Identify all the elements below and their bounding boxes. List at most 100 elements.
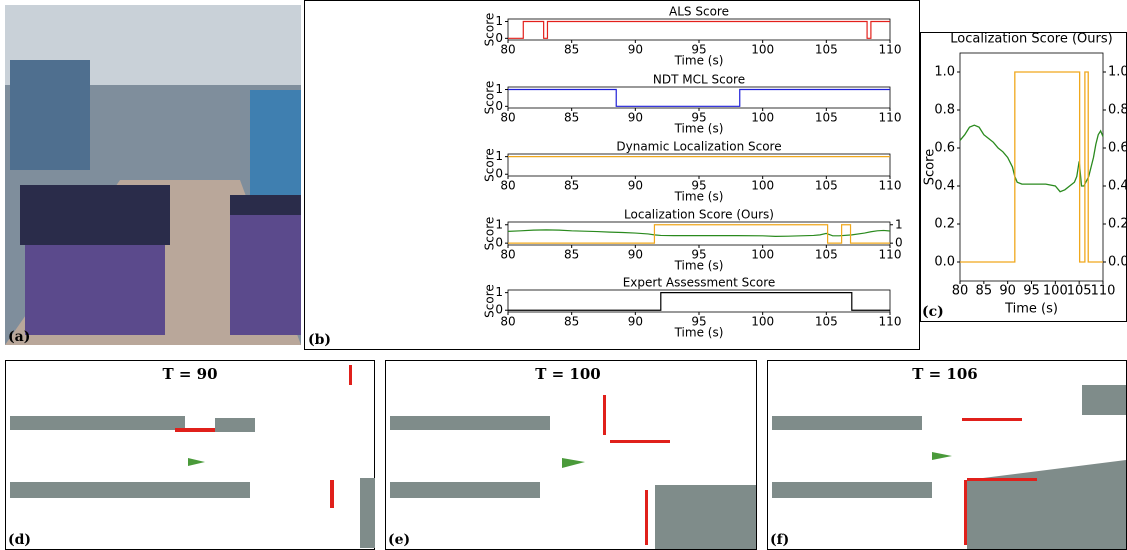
y2-tick-label: 0.6 <box>1108 141 1127 156</box>
x-axis-label: Time (s) <box>674 259 724 273</box>
scan <box>964 480 967 545</box>
y-tick-label: 0.8 <box>934 103 955 118</box>
x-tick-label: 85 <box>564 248 579 262</box>
cart <box>25 245 165 335</box>
chart-title: Localization Score (Ours) <box>624 208 774 222</box>
x-tick-label: 85 <box>564 111 579 125</box>
chart-title: Dynamic Localization Score <box>616 140 781 154</box>
x-tick-label: 105 <box>815 111 838 125</box>
y-tick-label: 0.0 <box>934 255 955 270</box>
y-tick-label: 1.0 <box>934 65 955 80</box>
chart-title: Localization Score (Ours) <box>950 32 1112 47</box>
y-axis-label: Score <box>483 81 497 115</box>
x-tick-label: 100 <box>751 43 774 57</box>
cart <box>20 185 170 245</box>
x-tick-label: 110 <box>879 179 902 193</box>
x-tick-label: 85 <box>564 43 579 57</box>
y2-tick-label: 0.0 <box>1108 255 1127 270</box>
wall <box>215 418 255 432</box>
scan <box>962 418 1022 421</box>
wall <box>772 482 932 498</box>
cart <box>230 210 301 335</box>
x-axis-label: Time (s) <box>674 54 724 68</box>
y-tick-label: 0 <box>495 31 503 45</box>
x-tick-label: 100 <box>751 111 774 125</box>
wall <box>390 416 550 430</box>
x-tick-label: 90 <box>628 43 643 57</box>
x-axis-label: Time (s) <box>674 326 724 340</box>
x-tick-label: 85 <box>976 284 993 299</box>
y-axis-label: Score <box>483 13 497 47</box>
cart <box>230 195 301 215</box>
wall <box>655 485 756 549</box>
y-tick-label: 1 <box>495 82 503 96</box>
y-axis-label: Score <box>923 149 938 185</box>
map-title: T = 106 <box>912 365 978 383</box>
shelf <box>10 60 90 170</box>
x-tick-label: 95 <box>1023 284 1040 299</box>
x-tick-label: 105 <box>815 248 838 262</box>
wall <box>360 478 375 548</box>
plot-frame <box>960 53 1103 281</box>
x-tick-label: 100 <box>751 248 774 262</box>
map-title: T = 90 <box>162 365 217 383</box>
y-axis-label: Score <box>483 284 497 318</box>
plot-frame <box>508 290 890 312</box>
figure: (a) (b) (c) T = 90 (d) T = 100 (e) <box>0 0 1127 550</box>
scan <box>349 365 352 385</box>
x-axis-label: Time (s) <box>674 190 724 204</box>
y-tick-label: 1 <box>495 14 503 28</box>
scan <box>175 428 215 432</box>
panel-label: (c) <box>922 304 944 320</box>
plot-frame <box>508 19 890 40</box>
scan <box>603 395 606 435</box>
y-tick-label: 1 <box>495 285 503 299</box>
panel-label: (e) <box>388 532 410 548</box>
y2-tick-label: 0.4 <box>1108 179 1127 194</box>
y-tick-label: 1 <box>495 217 503 231</box>
chart-title: ALS Score <box>669 5 729 19</box>
x-tick-label: 105 <box>815 179 838 193</box>
panel-label: (d) <box>8 532 31 548</box>
x-axis-label: Time (s) <box>1004 302 1058 317</box>
y2-tick-label: 0 <box>895 236 903 250</box>
scan <box>645 490 648 545</box>
panel-label: (f) <box>770 532 789 548</box>
x-axis-label: Time (s) <box>674 122 724 136</box>
plot-frame <box>508 87 890 108</box>
photo <box>5 5 301 345</box>
x-tick-label: 90 <box>999 284 1016 299</box>
plot-frame <box>508 222 890 245</box>
x-tick-label: 85 <box>564 315 579 329</box>
x-tick-label: 110 <box>1091 284 1116 299</box>
x-tick-label: 90 <box>628 111 643 125</box>
chart-title: Expert Assessment Score <box>623 276 776 290</box>
panel-label: (a) <box>8 329 30 345</box>
x-tick-label: 110 <box>879 315 902 329</box>
map <box>6 361 376 550</box>
panel-label: (b) <box>308 332 331 348</box>
x-tick-label: 110 <box>879 111 902 125</box>
wall <box>10 416 185 430</box>
wall <box>772 416 922 430</box>
x-tick-label: 90 <box>628 179 643 193</box>
x-tick-label: 105 <box>815 43 838 57</box>
y-tick-label: 0 <box>495 303 503 317</box>
x-tick-label: 80 <box>952 284 969 299</box>
x-tick-label: 105 <box>1067 284 1092 299</box>
wall <box>10 482 250 498</box>
y-tick-label: 0 <box>495 167 503 181</box>
y-tick-label: 0 <box>495 99 503 113</box>
map <box>768 361 1127 550</box>
y2-tick-label: 0.8 <box>1108 103 1127 118</box>
y2-tick-label: 0.2 <box>1108 217 1127 232</box>
wall <box>1082 385 1126 415</box>
scan <box>610 440 670 443</box>
x-tick-label: 90 <box>628 248 643 262</box>
y-tick-label: 0 <box>495 236 503 250</box>
x-tick-label: 90 <box>628 315 643 329</box>
scan <box>330 480 334 508</box>
wall <box>390 482 540 498</box>
y2-tick-label: 1.0 <box>1108 65 1127 80</box>
map-frame <box>6 361 375 550</box>
